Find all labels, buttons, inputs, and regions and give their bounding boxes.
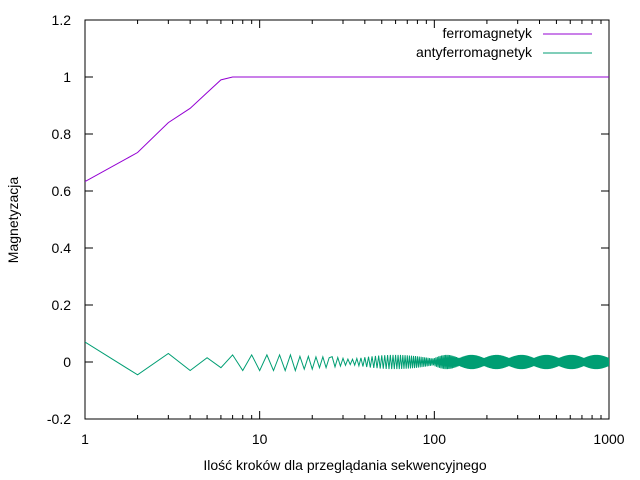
y-tick-label: 1 [63, 69, 71, 85]
y-tick-label: 0.4 [52, 240, 72, 256]
series-layer [85, 76, 609, 376]
y-tick-label: 1.2 [52, 12, 72, 28]
legend-label-antyferromagnetyk: antyferromagnetyk [416, 44, 533, 60]
y-tick-label: -0.2 [47, 411, 71, 427]
x-tick-label: 1 [81, 431, 89, 447]
plot-frame [84, 19, 610, 420]
y-tick-label: 0.8 [52, 126, 72, 142]
x-tick-label: 10 [252, 431, 268, 447]
series-line-ferromagnetyk [85, 76, 609, 183]
x-tick-label: 100 [423, 431, 447, 447]
x-axis: 1 10 100 1000 [81, 20, 625, 447]
series-line-antyferromagnetyk [85, 341, 609, 376]
legend: ferromagnetyk antyferromagnetyk [416, 25, 592, 60]
y-tick-label: 0 [63, 354, 71, 370]
y-tick-label: 0.2 [52, 297, 72, 313]
y-tick-label: 0.6 [52, 183, 72, 199]
y-axis: -0.2 0 0.2 0.4 0.6 0.8 1 1.2 [47, 12, 609, 427]
x-axis-title: Ilość kroków dla przeglądania sekwencyjn… [203, 457, 486, 473]
x-tick-label: 1000 [593, 431, 624, 447]
y-axis-title: Magnetyzacja [5, 177, 21, 264]
legend-label-ferromagnetyk: ferromagnetyk [443, 25, 533, 41]
